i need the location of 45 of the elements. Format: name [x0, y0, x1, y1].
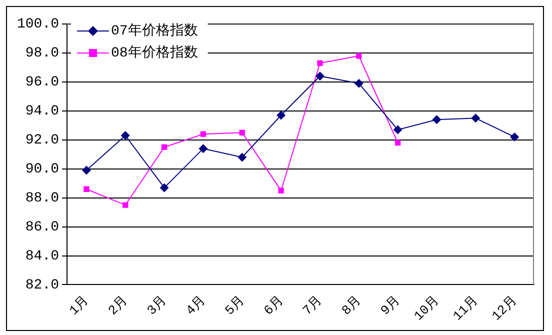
y-tick-label: 100.0 [16, 16, 60, 33]
x-tick-label: 4月 [183, 292, 208, 318]
y-tick-label: 82.0 [25, 277, 60, 294]
y-tick-label: 92.0 [25, 132, 60, 149]
point [432, 115, 442, 124]
point [122, 202, 128, 208]
point [315, 72, 324, 81]
x-tick-label: 7月 [300, 292, 326, 318]
point [238, 152, 247, 162]
point [198, 144, 208, 154]
point [394, 140, 401, 146]
y-tick-label: 84.0 [25, 248, 60, 264]
y-tick-label: 94.0 [25, 104, 60, 120]
point [317, 60, 323, 66]
point [200, 131, 206, 137]
point [471, 114, 480, 123]
x-tick-label: 11月 [450, 292, 481, 324]
point [239, 130, 245, 136]
point [354, 78, 364, 88]
legend-label: 08年价格指数 [111, 44, 198, 62]
x-tick-label: 3月 [144, 292, 170, 318]
x-tick-label: 9月 [378, 292, 404, 318]
point [278, 188, 284, 194]
point [82, 166, 91, 175]
x-tick-label: 12月 [488, 292, 520, 324]
y-tick-label: 98.0 [25, 46, 60, 62]
point [120, 131, 130, 140]
x-tick-label: 1月 [66, 292, 92, 318]
y-tick-label: 90.0 [25, 162, 60, 178]
x-tick-label: 10月 [411, 292, 442, 324]
point [161, 144, 168, 150]
x-tick-label: 6月 [260, 292, 286, 318]
y-tick-label: 86.0 [25, 220, 60, 236]
point [356, 53, 362, 59]
y-tick-label: 96.0 [25, 74, 60, 91]
point [393, 125, 402, 134]
point [84, 186, 90, 192]
point [276, 110, 286, 120]
point [510, 132, 520, 142]
x-tick-label: 8月 [338, 292, 364, 318]
point [160, 183, 169, 192]
legend-label: 07年价格指数 [111, 22, 198, 40]
y-tick-label: 88.0 [25, 190, 60, 207]
x-tick-label: 5月 [222, 292, 248, 318]
x-tick-label: 2月 [105, 292, 131, 318]
